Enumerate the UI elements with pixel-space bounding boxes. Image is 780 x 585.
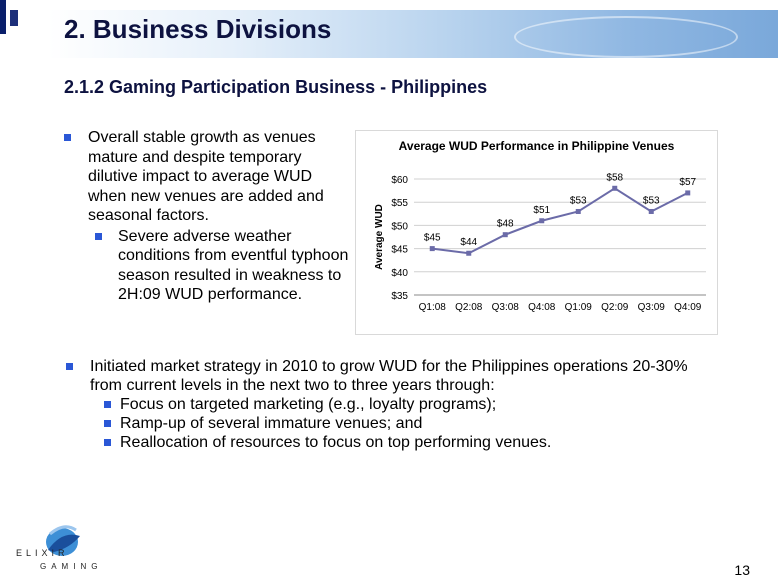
page-number: 13 bbox=[734, 562, 750, 578]
data-label: $53 bbox=[643, 195, 660, 206]
data-label: $57 bbox=[679, 177, 696, 188]
chart-plot: $35 $40 $45 $50 $55 $60 Average WUD Q1:08 Q2:08 Q… bbox=[374, 172, 706, 313]
sub-bullet-text: Ramp-up of several immature venues; and bbox=[120, 415, 423, 432]
x-tick-label: Q3:09 bbox=[638, 302, 666, 313]
data-point bbox=[612, 185, 618, 191]
corner-accent-small bbox=[10, 10, 18, 26]
data-point bbox=[466, 250, 472, 256]
x-tick-label: Q1:08 bbox=[419, 302, 447, 313]
bullet-item: Initiated market strategy in 2010 to gro… bbox=[64, 357, 724, 395]
y-tick-label: $55 bbox=[391, 198, 408, 209]
bullets-bottom: Initiated market strategy in 2010 to gro… bbox=[64, 357, 724, 452]
bullet-text: Overall stable growth as venues mature a… bbox=[88, 129, 324, 224]
sub-bullet-item: Reallocation of resources to focus on to… bbox=[64, 433, 724, 452]
data-label: $45 bbox=[424, 233, 441, 244]
sub-bullet-text: Focus on targeted marketing (e.g., loyal… bbox=[120, 396, 497, 413]
x-tick-label: Q2:09 bbox=[601, 302, 629, 313]
sub-bullet-item: Focus on targeted marketing (e.g., loyal… bbox=[64, 395, 724, 414]
section-subtitle: 2.1.2 Gaming Participation Business - Ph… bbox=[64, 77, 488, 97]
series-line bbox=[432, 187, 689, 255]
data-label: $48 bbox=[497, 219, 514, 230]
y-tick-label: $60 bbox=[391, 175, 408, 186]
sub-bullet-item: Ramp-up of several immature venues; and bbox=[64, 414, 724, 433]
x-tick-label: Q1:09 bbox=[565, 302, 593, 313]
data-point bbox=[685, 190, 691, 196]
sub-bullet-text: Reallocation of resources to focus on to… bbox=[120, 434, 552, 451]
data-point bbox=[648, 208, 654, 214]
wud-chart: Average WUD Performance in Philippine Ve… bbox=[355, 130, 718, 335]
sub-bullet-item: Severe adverse weather conditions from e… bbox=[62, 227, 352, 305]
data-point bbox=[575, 208, 581, 214]
data-label: $58 bbox=[606, 172, 623, 183]
y-axis-label: Average WUD bbox=[374, 204, 385, 270]
y-tick-label: $35 bbox=[391, 291, 408, 302]
bullets-top: Overall stable growth as venues mature a… bbox=[62, 128, 352, 305]
data-label: $51 bbox=[533, 205, 550, 216]
corner-accent bbox=[0, 0, 6, 34]
data-point bbox=[502, 232, 508, 238]
y-tick-label: $45 bbox=[391, 245, 408, 256]
data-point bbox=[539, 218, 545, 224]
x-tick-label: Q2:08 bbox=[455, 302, 483, 313]
bullet-square-icon bbox=[95, 232, 102, 240]
bullet-square-icon bbox=[104, 420, 111, 427]
bullet-square-icon bbox=[104, 439, 111, 446]
data-point bbox=[429, 246, 435, 252]
header-banner bbox=[48, 10, 778, 58]
bullet-item: Overall stable growth as venues mature a… bbox=[62, 128, 352, 226]
data-label: $44 bbox=[460, 237, 477, 248]
y-tick-label: $50 bbox=[391, 221, 408, 232]
y-tick-label: $40 bbox=[391, 268, 408, 279]
x-tick-label: Q4:09 bbox=[674, 302, 702, 313]
x-tick-label: Q4:08 bbox=[528, 302, 556, 313]
logo-text-bottom: GAMING bbox=[40, 562, 103, 571]
sub-bullet-text: Severe adverse weather conditions from e… bbox=[118, 227, 349, 304]
logo-text-top: ELIXIR bbox=[16, 548, 69, 558]
bullet-square-icon bbox=[104, 401, 111, 408]
chart-title: Average WUD Performance in Philippine Ve… bbox=[398, 139, 675, 153]
page-title: 2. Business Divisions bbox=[64, 14, 332, 44]
bullet-square-icon bbox=[64, 134, 71, 141]
data-label: $53 bbox=[570, 195, 587, 206]
bullet-square-icon bbox=[66, 363, 73, 370]
bullet-text: Initiated market strategy in 2010 to gro… bbox=[90, 358, 688, 394]
x-tick-label: Q3:08 bbox=[492, 302, 520, 313]
elixir-logo-icon bbox=[46, 525, 80, 556]
